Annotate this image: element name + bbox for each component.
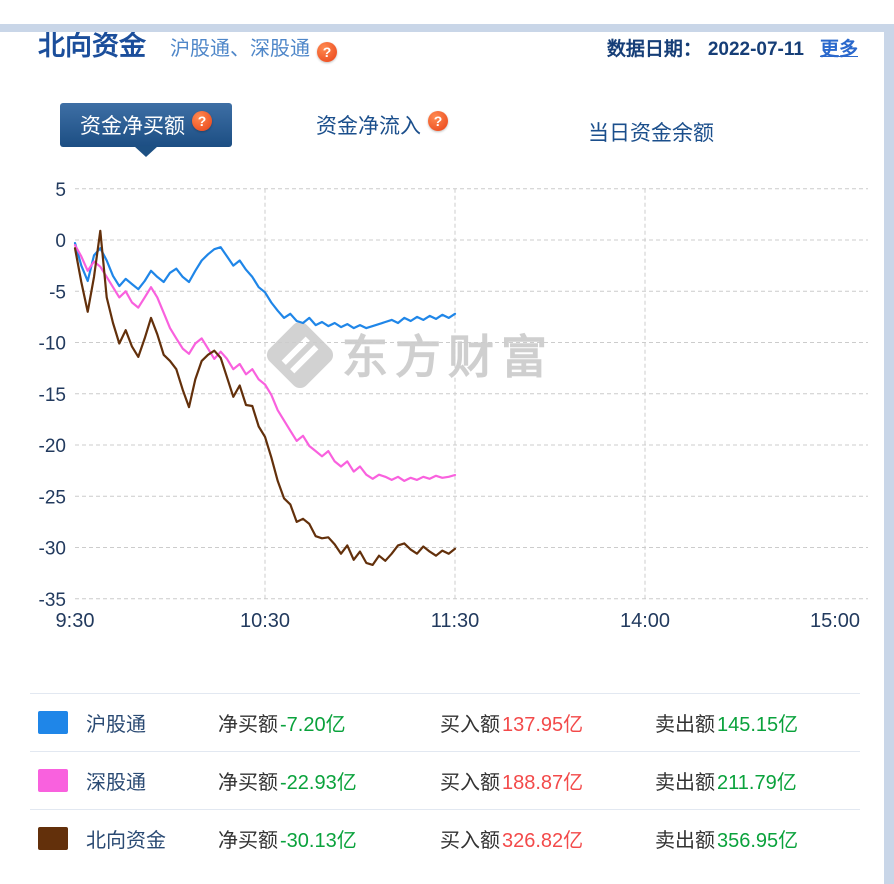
tab-net-inflow-label: 资金净流入 [316,115,421,138]
y-axis-tick: -5 [49,282,66,303]
sell-amount-label: 卖出额 [655,772,715,794]
shenzhen-connect-swatch [38,769,68,792]
help-icon[interactable]: ? [192,111,212,131]
date-label: 数据日期： [606,39,702,60]
series-name: 北向资金 [86,830,166,852]
help-icon[interactable]: ? [428,111,448,131]
page-title: 北向资金 [38,31,146,61]
net-buy-value: -22.93亿 [280,772,357,794]
series-layer [73,229,457,566]
y-axis-tick: 5 [55,180,66,201]
x-axis-tick: 15:00 [810,610,860,632]
intraday-line-chart[interactable]: 东方财富 5 0 -5 -10 -15 -20 -25 -30 -359:30 10:30 11:3… [0,175,894,645]
tab-daily-balance-label: 当日资金余额 [588,122,714,145]
series-name: 沪股通 [86,714,146,736]
shanghai-connect-swatch [38,711,68,734]
x-axis-tick: 11:30 [431,610,480,632]
right-border-strip [884,24,894,884]
header: 北向资金 沪股通、深股通 ? 数据日期： 2022-07-11 更多 [38,24,858,63]
tab-net-buy-label: 资金净买额 [80,115,185,138]
tab-bar: 资金净买额 ? 资金净流入 ? 当日资金余额 [60,103,894,157]
active-tab-pointer-icon [134,146,158,157]
net-buy-label: 净买额 [218,830,278,852]
y-axis-tick: -30 [39,539,66,560]
sell-amount-value: 356.95亿 [717,830,799,852]
x-axis-tick: 9:30 [56,610,95,632]
net-buy-label: 净买额 [218,714,278,736]
x-axis-tick: 14:00 [620,610,670,632]
tab-daily-balance[interactable]: 当日资金余额 [570,110,732,154]
axis-layer: 5 0 -5 -10 -15 -20 -25 -30 -359:30 10:30 11:30 14:0… [39,180,861,632]
y-axis-tick: -15 [39,385,66,406]
legend-table: 沪股通 净买额 -7.20亿 买入额 137.95亿 卖出额 145.15亿 深股通 … [30,693,860,867]
watermark-text: 东方财富 [342,331,554,383]
grid-layer [75,188,868,600]
legend-row: 沪股通 净买额 -7.20亿 买入额 137.95亿 卖出额 145.15亿 [30,693,860,751]
y-axis-tick: -25 [39,487,66,508]
watermark-logo-icon [266,321,334,389]
series-line-2 [73,229,457,566]
buy-amount-label: 买入额 [440,830,500,852]
series-line-0 [73,241,457,330]
buy-amount-value: 137.95亿 [502,714,584,736]
legend-row: 北向资金 净买额 -30.13亿 买入额 326.82亿 卖出额 356.95亿 [30,809,860,867]
watermark: 东方财富 [266,321,554,389]
net-buy-label: 净买额 [218,772,278,794]
net-buy-value: -7.20亿 [280,714,346,736]
more-link[interactable]: 更多 [819,39,858,60]
sell-amount-label: 卖出额 [655,830,715,852]
buy-amount-label: 买入额 [440,772,500,794]
buy-amount-value: 326.82亿 [502,830,584,852]
net-buy-value: -30.13亿 [280,830,357,852]
y-axis-tick: -20 [39,436,66,457]
date-value: 2022-07-11 [707,39,804,60]
buy-amount-label: 买入额 [440,714,500,736]
y-axis-tick: -35 [39,590,66,611]
tab-net-buy-amount[interactable]: 资金净买额 ? [60,103,232,147]
x-axis-tick: 10:30 [240,610,290,632]
sell-amount-label: 卖出额 [655,714,715,736]
series-line-1 [73,243,457,482]
series-name: 深股通 [86,772,146,794]
top-border-strip [0,24,894,32]
northbound-swatch [38,827,68,850]
tab-net-inflow[interactable]: 资金净流入 ? [298,103,466,147]
y-axis-tick: 0 [55,231,66,252]
sell-amount-value: 211.79亿 [717,772,797,794]
sell-amount-value: 145.15亿 [717,714,799,736]
page-subtitle: 沪股通、深股通 [170,38,310,60]
buy-amount-value: 188.87亿 [502,772,584,794]
legend-row: 深股通 净买额 -22.93亿 买入额 188.87亿 卖出额 211.79亿 [30,751,860,809]
y-axis-tick: -10 [39,334,66,355]
help-icon[interactable]: ? [317,42,337,62]
